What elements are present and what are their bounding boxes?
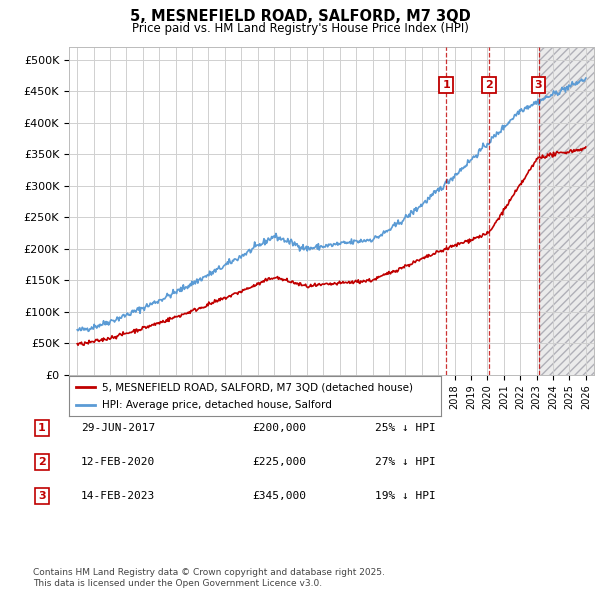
Text: HPI: Average price, detached house, Salford: HPI: Average price, detached house, Salf…	[103, 399, 332, 409]
Text: 5, MESNEFIELD ROAD, SALFORD, M7 3QD (detached house): 5, MESNEFIELD ROAD, SALFORD, M7 3QD (det…	[103, 382, 413, 392]
Text: 3: 3	[535, 80, 542, 90]
Text: £200,000: £200,000	[252, 423, 306, 432]
Text: 2: 2	[485, 80, 493, 90]
Text: 1: 1	[38, 423, 46, 432]
Text: Contains HM Land Registry data © Crown copyright and database right 2025.
This d: Contains HM Land Registry data © Crown c…	[33, 568, 385, 588]
Text: 5, MESNEFIELD ROAD, SALFORD, M7 3QD: 5, MESNEFIELD ROAD, SALFORD, M7 3QD	[130, 9, 470, 24]
Text: 29-JUN-2017: 29-JUN-2017	[81, 423, 155, 432]
Text: 12-FEB-2020: 12-FEB-2020	[81, 457, 155, 467]
Text: 2: 2	[38, 457, 46, 467]
Text: 25% ↓ HPI: 25% ↓ HPI	[375, 423, 436, 432]
Text: £225,000: £225,000	[252, 457, 306, 467]
Text: 14-FEB-2023: 14-FEB-2023	[81, 491, 155, 501]
Text: 3: 3	[38, 491, 46, 501]
Text: 27% ↓ HPI: 27% ↓ HPI	[375, 457, 436, 467]
Text: 19% ↓ HPI: 19% ↓ HPI	[375, 491, 436, 501]
Text: £345,000: £345,000	[252, 491, 306, 501]
Text: Price paid vs. HM Land Registry's House Price Index (HPI): Price paid vs. HM Land Registry's House …	[131, 22, 469, 35]
Text: 1: 1	[442, 80, 450, 90]
